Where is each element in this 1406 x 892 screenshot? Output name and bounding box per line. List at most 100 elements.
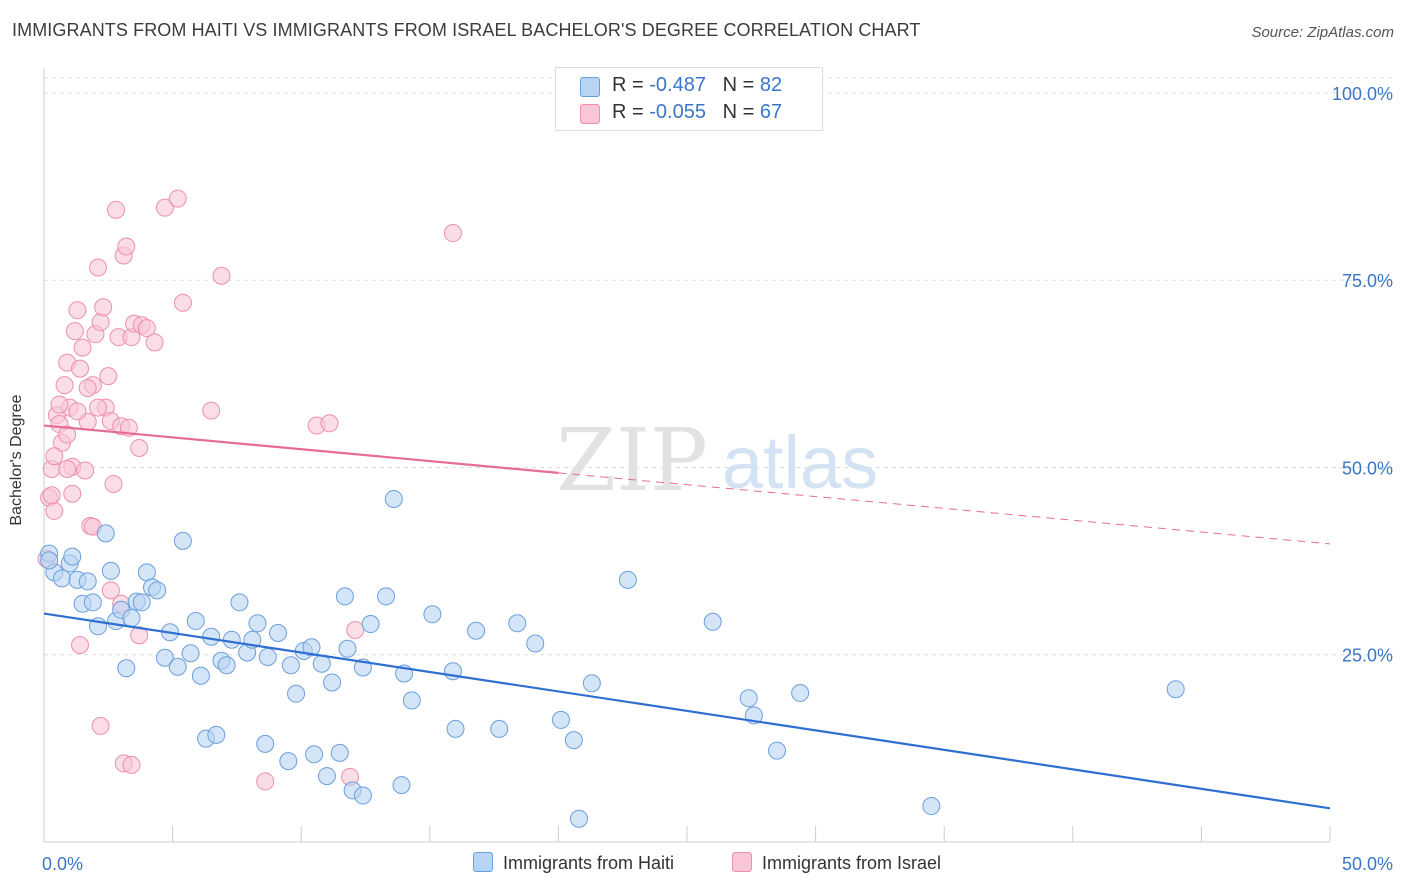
israel-point xyxy=(50,395,69,414)
haiti-point xyxy=(338,639,357,658)
gridlines xyxy=(44,77,1392,656)
haiti-point xyxy=(330,743,349,762)
stats-legend: R = -0.487 N = 82 R = -0.055 N = 67 xyxy=(555,67,823,131)
haiti-point xyxy=(207,725,226,744)
source-credit: Source: ZipAtlas.com xyxy=(1251,24,1394,41)
haiti-point xyxy=(269,624,288,643)
haiti-point xyxy=(446,719,465,738)
israel-point xyxy=(78,379,97,398)
x-tick-label: 0.0% xyxy=(42,854,83,874)
haiti-point xyxy=(230,593,249,612)
haiti-point xyxy=(217,656,236,675)
haiti-point xyxy=(323,673,342,692)
haiti-point xyxy=(181,644,200,663)
israel-point xyxy=(68,402,87,421)
israel-point xyxy=(173,293,192,312)
haiti-stats: R = -0.487 N = 82 xyxy=(612,74,782,97)
israel-point xyxy=(89,398,108,417)
haiti-point xyxy=(768,741,787,760)
israel-point xyxy=(130,626,149,645)
israel-point xyxy=(104,474,123,493)
haiti-legend-swatch xyxy=(473,852,493,872)
haiti-point xyxy=(148,581,167,600)
y-tick-label: 75.0% xyxy=(1342,271,1393,291)
haiti-point xyxy=(384,489,403,508)
haiti-point xyxy=(186,612,205,631)
haiti-point xyxy=(117,659,136,678)
israel-point xyxy=(89,258,108,277)
israel-point xyxy=(73,338,92,357)
israel-point xyxy=(117,237,136,256)
israel-point xyxy=(68,301,87,320)
legend-item-israel[interactable]: Immigrants from Israel xyxy=(732,852,941,874)
israel-point xyxy=(155,198,174,217)
israel-point xyxy=(76,461,95,480)
haiti-point xyxy=(312,654,331,673)
y-tick-label: 25.0% xyxy=(1342,646,1393,666)
israel-point xyxy=(101,581,120,600)
y-tick-label: 50.0% xyxy=(1342,458,1393,478)
israel-swatch xyxy=(580,104,600,124)
haiti-point xyxy=(791,683,810,702)
haiti-r-value: -0.487 xyxy=(649,74,706,96)
haiti-point xyxy=(564,731,583,750)
haiti-point xyxy=(423,605,442,624)
chart-title: IMMIGRANTS FROM HAITI VS IMMIGRANTS FROM… xyxy=(12,20,921,40)
x-tick-label: 50.0% xyxy=(1342,854,1393,874)
haiti-point xyxy=(361,615,380,634)
haiti-point xyxy=(279,752,298,771)
israel-point xyxy=(346,621,365,640)
haiti-point xyxy=(490,719,509,738)
israel-r-value: -0.055 xyxy=(649,101,706,123)
haiti-point xyxy=(53,569,72,588)
israel-point xyxy=(168,189,187,208)
israel-n-value: 67 xyxy=(759,101,783,123)
israel-point xyxy=(71,636,90,655)
israel-trend-line xyxy=(43,424,559,474)
haiti-point xyxy=(40,551,59,570)
haiti-point xyxy=(582,674,601,693)
haiti-point xyxy=(402,691,421,710)
haiti-points xyxy=(40,489,1185,828)
haiti-point xyxy=(256,734,275,753)
israel-point xyxy=(91,313,110,332)
haiti-point xyxy=(96,524,115,543)
israel-point xyxy=(443,224,462,243)
israel-point xyxy=(42,486,61,505)
israel-point xyxy=(65,322,84,341)
haiti-legend-label: Immigrants from Haiti xyxy=(503,853,675,873)
haiti-point xyxy=(1166,680,1185,699)
israel-point xyxy=(94,298,113,317)
israel-point xyxy=(212,266,231,285)
haiti-point xyxy=(508,614,527,633)
israel-point xyxy=(202,401,221,420)
israel-point xyxy=(55,376,74,395)
haiti-n-value: 82 xyxy=(759,74,783,96)
israel-point xyxy=(71,359,90,378)
haiti-point xyxy=(551,710,570,729)
haiti-point xyxy=(78,572,97,591)
israel-point xyxy=(45,447,64,466)
haiti-point xyxy=(122,609,141,628)
israel-point xyxy=(63,484,82,503)
haiti-point xyxy=(317,767,336,786)
haiti-point xyxy=(526,634,545,653)
haiti-point xyxy=(191,666,210,685)
israel-legend-swatch xyxy=(732,852,752,872)
haiti-point xyxy=(222,630,241,649)
haiti-point xyxy=(467,621,486,640)
haiti-point xyxy=(739,689,758,708)
haiti-point xyxy=(281,656,300,675)
israel-point xyxy=(45,501,64,520)
haiti-point xyxy=(63,547,82,566)
legend-item-haiti[interactable]: Immigrants from Haiti xyxy=(473,852,674,874)
haiti-point xyxy=(353,786,372,805)
haiti-point xyxy=(335,587,354,606)
israel-r-label: R = xyxy=(612,101,650,123)
israel-stats: R = -0.055 N = 67 xyxy=(612,101,782,124)
watermark-zip: ZIP xyxy=(556,411,708,511)
haiti-trend-line xyxy=(43,612,1331,810)
tick-labels: 25.0% 50.0% 75.0% 100.0% 0.0% 50.0% xyxy=(42,84,1393,874)
israel-point xyxy=(58,459,77,478)
